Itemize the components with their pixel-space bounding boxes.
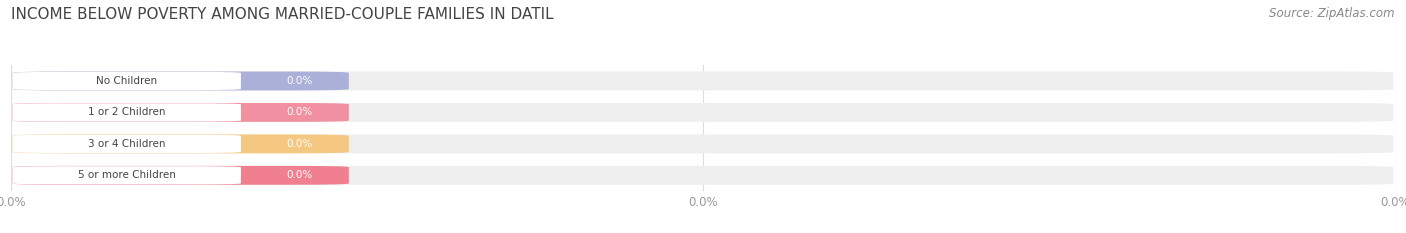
Text: 0.0%: 0.0% xyxy=(285,139,312,149)
Text: 0.0%: 0.0% xyxy=(285,76,312,86)
FancyBboxPatch shape xyxy=(13,135,240,153)
Text: 0.0%: 0.0% xyxy=(285,170,312,180)
FancyBboxPatch shape xyxy=(13,72,240,90)
FancyBboxPatch shape xyxy=(13,103,349,122)
FancyBboxPatch shape xyxy=(13,166,1393,185)
FancyBboxPatch shape xyxy=(13,166,349,185)
Text: 5 or more Children: 5 or more Children xyxy=(77,170,176,180)
FancyBboxPatch shape xyxy=(13,103,240,122)
Text: No Children: No Children xyxy=(96,76,157,86)
FancyBboxPatch shape xyxy=(13,134,1393,153)
FancyBboxPatch shape xyxy=(13,134,349,153)
FancyBboxPatch shape xyxy=(13,72,349,90)
Text: Source: ZipAtlas.com: Source: ZipAtlas.com xyxy=(1270,7,1395,20)
FancyBboxPatch shape xyxy=(13,166,240,185)
Text: 1 or 2 Children: 1 or 2 Children xyxy=(89,107,166,117)
Text: 3 or 4 Children: 3 or 4 Children xyxy=(89,139,166,149)
FancyBboxPatch shape xyxy=(13,103,1393,122)
Text: 0.0%: 0.0% xyxy=(285,107,312,117)
Text: INCOME BELOW POVERTY AMONG MARRIED-COUPLE FAMILIES IN DATIL: INCOME BELOW POVERTY AMONG MARRIED-COUPL… xyxy=(11,7,554,22)
FancyBboxPatch shape xyxy=(13,72,1393,90)
